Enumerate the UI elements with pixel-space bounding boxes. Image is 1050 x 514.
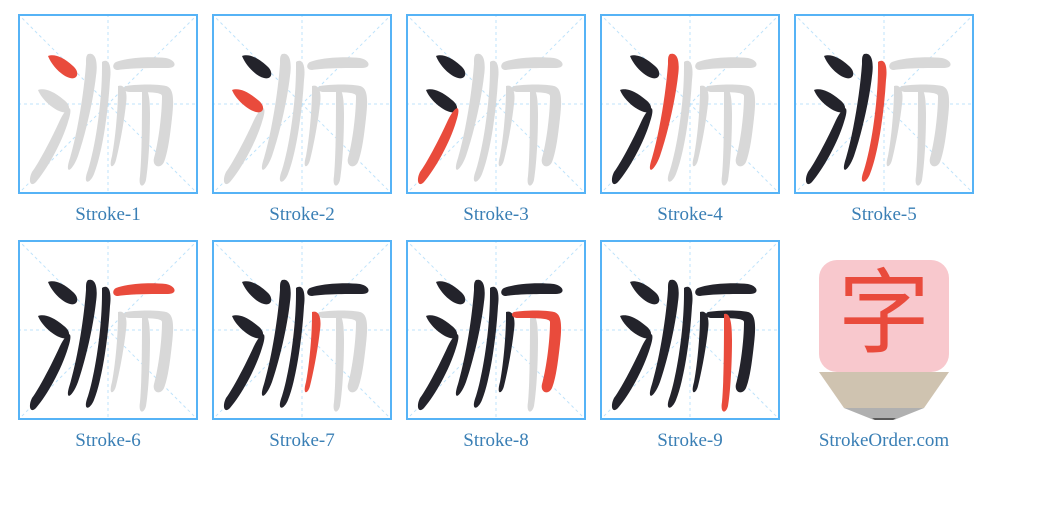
stroke-cell-9: Stroke-9 xyxy=(600,240,780,452)
stroke-tile-4 xyxy=(600,14,780,194)
stroke-cell-7: Stroke-7 xyxy=(212,240,392,452)
stroke-tile-5 xyxy=(794,14,974,194)
stroke-caption-3: Stroke-3 xyxy=(463,204,528,226)
stroke-tile-7 xyxy=(212,240,392,420)
stroke-caption-2: Stroke-2 xyxy=(269,204,334,226)
stroke-tile-2 xyxy=(212,14,392,194)
stroke-caption-6: Stroke-6 xyxy=(75,430,140,452)
stroke-cell-4: Stroke-4 xyxy=(600,14,780,226)
stroke-tile-8 xyxy=(406,240,586,420)
stroke-caption-4: Stroke-4 xyxy=(657,204,722,226)
stroke-cell-6: Stroke-6 xyxy=(18,240,198,452)
stroke-cell-2: Stroke-2 xyxy=(212,14,392,226)
stroke-tile-3 xyxy=(406,14,586,194)
stroke-caption-9: Stroke-9 xyxy=(657,430,722,452)
stroke-order-grid: Stroke-1 Stroke-2 Stroke-3 Stroke-4 Stro… xyxy=(18,14,1032,452)
brand-logo: 字 xyxy=(794,240,974,420)
stroke-cell-1: Stroke-1 xyxy=(18,14,198,226)
stroke-cell-5: Stroke-5 xyxy=(794,14,974,226)
svg-text:字: 字 xyxy=(838,263,930,365)
stroke-caption-7: Stroke-7 xyxy=(269,430,334,452)
stroke-caption-8: Stroke-8 xyxy=(463,430,528,452)
stroke-caption-5: Stroke-5 xyxy=(851,204,916,226)
stroke-cell-3: Stroke-3 xyxy=(406,14,586,226)
stroke-tile-9 xyxy=(600,240,780,420)
brand-footer-label: StrokeOrder.com xyxy=(819,430,949,452)
brand-cell: 字 StrokeOrder.com xyxy=(794,240,974,452)
stroke-caption-1: Stroke-1 xyxy=(75,204,140,226)
stroke-cell-8: Stroke-8 xyxy=(406,240,586,452)
stroke-tile-6 xyxy=(18,240,198,420)
stroke-tile-1 xyxy=(18,14,198,194)
